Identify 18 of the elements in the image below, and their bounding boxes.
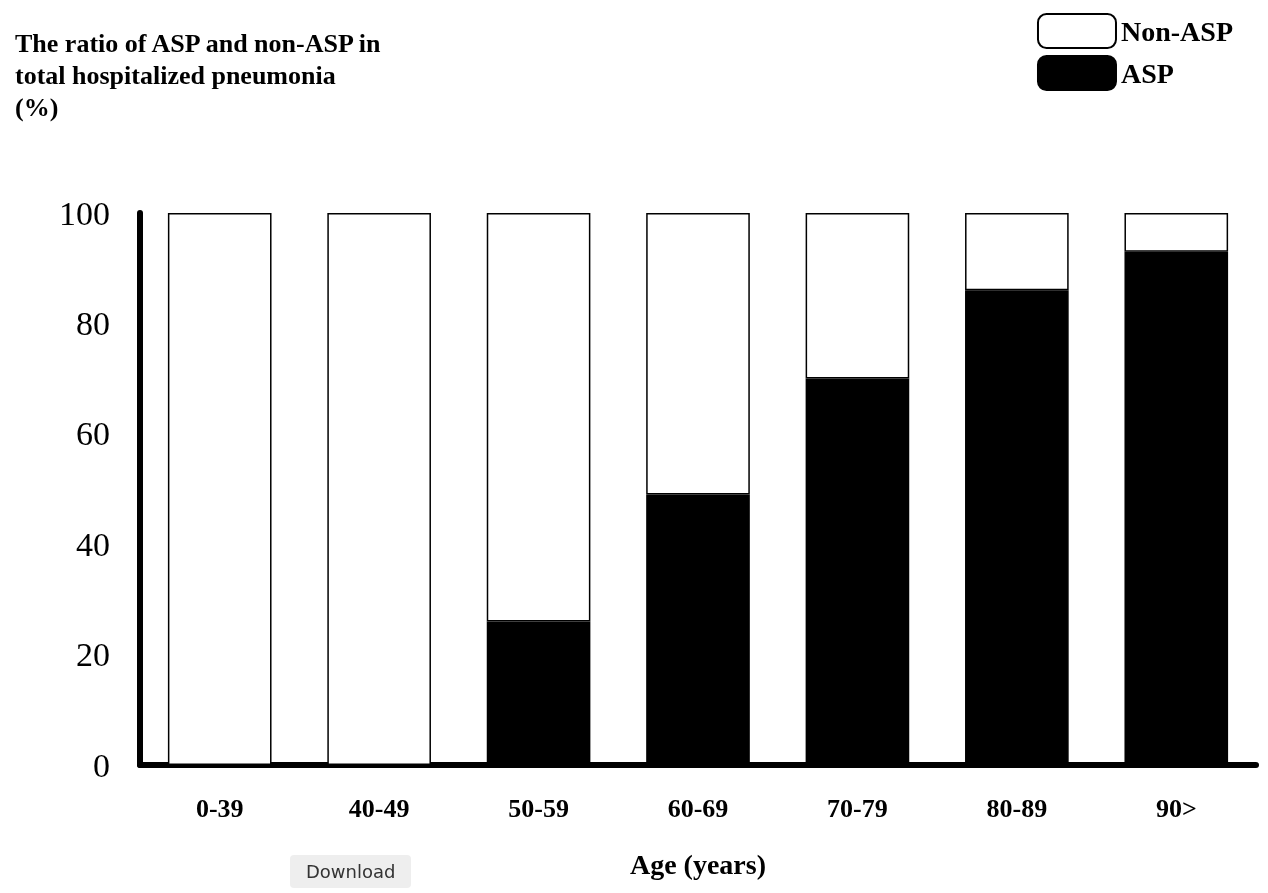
y-tick-label: 60	[76, 415, 110, 453]
y-tick-label: 80	[76, 304, 110, 342]
x-tick-label: 90>	[1155, 793, 1197, 823]
x-tick-label: 40-49	[348, 793, 410, 823]
y-tick-label: 20	[76, 636, 110, 674]
x-tick-label: 70-79	[827, 793, 888, 823]
y-tick-label: 0	[93, 746, 110, 784]
legend-label: Non-ASP	[1120, 15, 1233, 47]
x-axis-title: Age (years)	[629, 848, 767, 880]
x-tick-label: 0-39	[195, 793, 244, 823]
legend-label: ASP	[1120, 57, 1174, 89]
x-tick-label: 80-89	[986, 793, 1048, 823]
y-tick-label: 100	[59, 194, 110, 232]
x-tick-label: 60-69	[667, 793, 729, 823]
y-axis-title: The ratio of ASP and non-ASP in total hospitalized pneumonia (%)	[15, 28, 382, 122]
y-tick-label: 40	[76, 525, 110, 563]
download-button: Download	[290, 855, 412, 888]
x-tick-label: 50-59	[508, 793, 569, 823]
